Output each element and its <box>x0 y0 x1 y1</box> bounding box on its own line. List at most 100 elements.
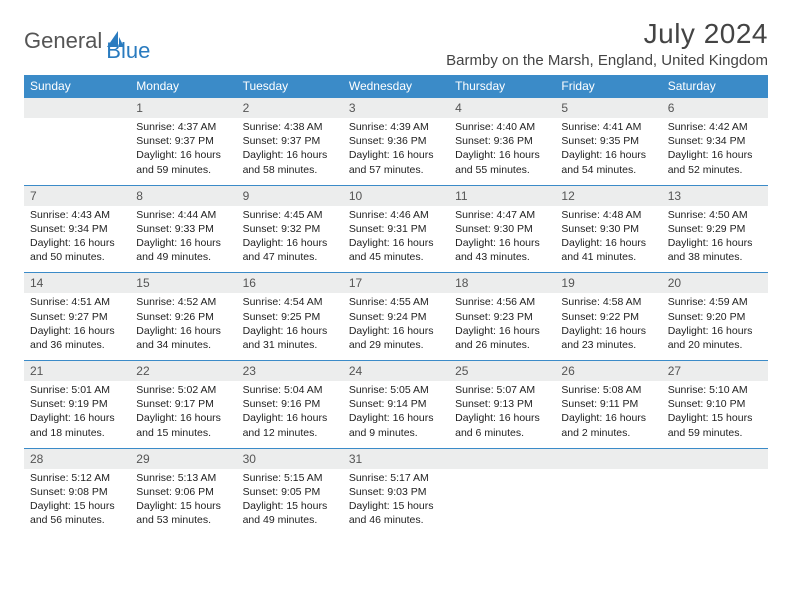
daylight-text: Daylight: 16 hours and 43 minutes. <box>455 236 549 264</box>
day-number-cell: 16 <box>237 273 343 294</box>
daylight-text: Daylight: 16 hours and 41 minutes. <box>561 236 655 264</box>
day-number-cell: 25 <box>449 361 555 382</box>
day-data-cell <box>449 469 555 536</box>
daylight-text: Daylight: 16 hours and 15 minutes. <box>136 411 230 439</box>
daylight-text: Daylight: 15 hours and 53 minutes. <box>136 499 230 527</box>
day-data-cell: Sunrise: 4:47 AMSunset: 9:30 PMDaylight:… <box>449 206 555 273</box>
sunset-text: Sunset: 9:30 PM <box>455 222 549 236</box>
sunset-text: Sunset: 9:29 PM <box>668 222 762 236</box>
sunset-text: Sunset: 9:32 PM <box>243 222 337 236</box>
sunrise-text: Sunrise: 4:54 AM <box>243 295 337 309</box>
sunrise-text: Sunrise: 4:56 AM <box>455 295 549 309</box>
day-data-row: Sunrise: 5:01 AMSunset: 9:19 PMDaylight:… <box>24 381 768 448</box>
sunrise-text: Sunrise: 5:04 AM <box>243 383 337 397</box>
sunset-text: Sunset: 9:06 PM <box>136 485 230 499</box>
day-number-cell <box>555 448 661 469</box>
day-number-cell: 17 <box>343 273 449 294</box>
daylight-text: Daylight: 16 hours and 2 minutes. <box>561 411 655 439</box>
day-data-cell: Sunrise: 4:52 AMSunset: 9:26 PMDaylight:… <box>130 293 236 360</box>
weekday-header: Sunday <box>24 75 130 98</box>
sunset-text: Sunset: 9:34 PM <box>668 134 762 148</box>
day-number-cell: 3 <box>343 98 449 119</box>
daylight-text: Daylight: 16 hours and 18 minutes. <box>30 411 124 439</box>
day-number-cell: 9 <box>237 185 343 206</box>
daylight-text: Daylight: 16 hours and 36 minutes. <box>30 324 124 352</box>
calendar-table: SundayMondayTuesdayWednesdayThursdayFrid… <box>24 75 768 535</box>
sunrise-text: Sunrise: 4:38 AM <box>243 120 337 134</box>
daylight-text: Daylight: 16 hours and 34 minutes. <box>136 324 230 352</box>
sunrise-text: Sunrise: 4:41 AM <box>561 120 655 134</box>
sunset-text: Sunset: 9:27 PM <box>30 310 124 324</box>
daylight-text: Daylight: 16 hours and 57 minutes. <box>349 148 443 176</box>
weekday-header: Tuesday <box>237 75 343 98</box>
sunrise-text: Sunrise: 5:17 AM <box>349 471 443 485</box>
weekday-header: Thursday <box>449 75 555 98</box>
day-data-cell: Sunrise: 4:41 AMSunset: 9:35 PMDaylight:… <box>555 118 661 185</box>
day-number-cell: 24 <box>343 361 449 382</box>
daylight-text: Daylight: 16 hours and 59 minutes. <box>136 148 230 176</box>
daylight-text: Daylight: 15 hours and 59 minutes. <box>668 411 762 439</box>
day-number-cell: 1 <box>130 98 236 119</box>
day-data-cell: Sunrise: 4:45 AMSunset: 9:32 PMDaylight:… <box>237 206 343 273</box>
day-data-cell: Sunrise: 5:17 AMSunset: 9:03 PMDaylight:… <box>343 469 449 536</box>
day-number-cell: 23 <box>237 361 343 382</box>
day-number-cell: 5 <box>555 98 661 119</box>
day-number-cell: 26 <box>555 361 661 382</box>
daylight-text: Daylight: 16 hours and 50 minutes. <box>30 236 124 264</box>
day-number-cell: 14 <box>24 273 130 294</box>
header: General Blue July 2024 Barmby on the Mar… <box>24 18 768 69</box>
sunrise-text: Sunrise: 4:59 AM <box>668 295 762 309</box>
day-number-cell: 7 <box>24 185 130 206</box>
month-title: July 2024 <box>446 18 768 50</box>
day-number-cell: 19 <box>555 273 661 294</box>
day-data-cell <box>555 469 661 536</box>
sunrise-text: Sunrise: 5:15 AM <box>243 471 337 485</box>
day-number-cell: 4 <box>449 98 555 119</box>
daylight-text: Daylight: 16 hours and 55 minutes. <box>455 148 549 176</box>
day-number-row: 78910111213 <box>24 185 768 206</box>
day-data-cell: Sunrise: 5:10 AMSunset: 9:10 PMDaylight:… <box>662 381 768 448</box>
day-number-row: 123456 <box>24 98 768 119</box>
daylight-text: Daylight: 16 hours and 52 minutes. <box>668 148 762 176</box>
day-number-cell: 2 <box>237 98 343 119</box>
daylight-text: Daylight: 16 hours and 47 minutes. <box>243 236 337 264</box>
day-data-cell: Sunrise: 4:38 AMSunset: 9:37 PMDaylight:… <box>237 118 343 185</box>
day-data-cell: Sunrise: 5:05 AMSunset: 9:14 PMDaylight:… <box>343 381 449 448</box>
daylight-text: Daylight: 16 hours and 29 minutes. <box>349 324 443 352</box>
day-number-cell: 11 <box>449 185 555 206</box>
daylight-text: Daylight: 16 hours and 23 minutes. <box>561 324 655 352</box>
day-number-cell <box>449 448 555 469</box>
sunset-text: Sunset: 9:30 PM <box>561 222 655 236</box>
sunset-text: Sunset: 9:03 PM <box>349 485 443 499</box>
day-data-cell: Sunrise: 4:54 AMSunset: 9:25 PMDaylight:… <box>237 293 343 360</box>
weekday-header: Wednesday <box>343 75 449 98</box>
sunset-text: Sunset: 9:22 PM <box>561 310 655 324</box>
title-block: July 2024 Barmby on the Marsh, England, … <box>446 18 768 69</box>
sunrise-text: Sunrise: 4:43 AM <box>30 208 124 222</box>
logo-word1: General <box>24 28 102 54</box>
sunrise-text: Sunrise: 4:40 AM <box>455 120 549 134</box>
sunset-text: Sunset: 9:17 PM <box>136 397 230 411</box>
sunrise-text: Sunrise: 4:55 AM <box>349 295 443 309</box>
daylight-text: Daylight: 16 hours and 49 minutes. <box>136 236 230 264</box>
day-data-cell: Sunrise: 4:50 AMSunset: 9:29 PMDaylight:… <box>662 206 768 273</box>
day-number-cell: 31 <box>343 448 449 469</box>
day-data-cell: Sunrise: 5:04 AMSunset: 9:16 PMDaylight:… <box>237 381 343 448</box>
day-data-cell: Sunrise: 4:42 AMSunset: 9:34 PMDaylight:… <box>662 118 768 185</box>
sunrise-text: Sunrise: 4:58 AM <box>561 295 655 309</box>
daylight-text: Daylight: 15 hours and 46 minutes. <box>349 499 443 527</box>
day-data-cell: Sunrise: 4:56 AMSunset: 9:23 PMDaylight:… <box>449 293 555 360</box>
day-number-cell <box>24 98 130 119</box>
sunrise-text: Sunrise: 4:48 AM <box>561 208 655 222</box>
day-data-cell: Sunrise: 4:51 AMSunset: 9:27 PMDaylight:… <box>24 293 130 360</box>
day-data-cell: Sunrise: 5:13 AMSunset: 9:06 PMDaylight:… <box>130 469 236 536</box>
sunrise-text: Sunrise: 5:05 AM <box>349 383 443 397</box>
day-number-cell: 8 <box>130 185 236 206</box>
day-data-cell: Sunrise: 5:08 AMSunset: 9:11 PMDaylight:… <box>555 381 661 448</box>
sunrise-text: Sunrise: 5:08 AM <box>561 383 655 397</box>
sunrise-text: Sunrise: 4:46 AM <box>349 208 443 222</box>
daylight-text: Daylight: 16 hours and 54 minutes. <box>561 148 655 176</box>
sunrise-text: Sunrise: 5:10 AM <box>668 383 762 397</box>
day-number-cell: 6 <box>662 98 768 119</box>
sunset-text: Sunset: 9:08 PM <box>30 485 124 499</box>
